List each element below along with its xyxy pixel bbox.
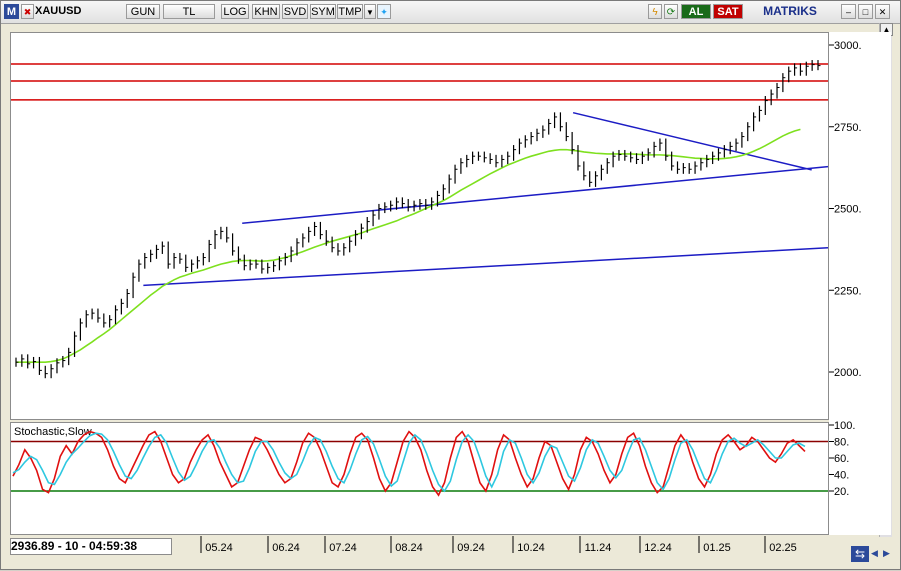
sym-button[interactable]: SYM: [310, 4, 336, 19]
tl-button[interactable]: TL: [163, 4, 215, 19]
trendline: [242, 165, 829, 224]
svd-button[interactable]: SVD: [282, 4, 308, 19]
trendline: [572, 111, 812, 171]
x-axis-label: 12.24: [644, 542, 672, 554]
stoch-axis-label: 20.: [834, 486, 849, 498]
x-axis-label: 09.24: [457, 542, 485, 554]
settings-icon[interactable]: ⇆: [851, 546, 869, 562]
price-axis-label: 2250.: [834, 285, 862, 297]
x-axis-label: 06.24: [272, 542, 300, 554]
x-axis-label: 10.24: [517, 542, 545, 554]
toolbar: M ✖ XAUUSD GUN TL LOG KHN SVD SYM TMP ▼ …: [1, 1, 900, 24]
lightning-icon[interactable]: ϟ: [648, 4, 662, 19]
x-axis-label: 01.25: [703, 542, 731, 554]
close-icon[interactable]: ✖: [21, 4, 34, 19]
x-axis-label: 11.24: [585, 542, 612, 554]
price-readout: 2936.89 - 10 - 04:59:38: [10, 538, 172, 555]
sat-button[interactable]: SAT: [713, 4, 743, 19]
khn-button[interactable]: KHN: [252, 4, 280, 19]
matriks-brand: MATRIKS: [763, 4, 817, 18]
al-button[interactable]: AL: [681, 4, 711, 19]
chevron-down-icon[interactable]: ▼: [364, 4, 376, 19]
twitter-icon[interactable]: ✦: [377, 4, 391, 19]
matriks-m-button[interactable]: M: [4, 4, 19, 19]
x-axis-label: 02.25: [769, 542, 797, 554]
close-window-button[interactable]: ✕: [875, 4, 890, 19]
tmp-button[interactable]: TMP: [337, 4, 363, 19]
price-axis-label: 2000.: [834, 367, 862, 379]
stoch-axis-label: 80.: [834, 437, 849, 449]
price-axis-label: 2500.: [834, 204, 862, 216]
stochastic-k-line: [12, 430, 806, 497]
stoch-axis-label: 60.: [834, 453, 849, 465]
refresh-icon[interactable]: ⟳: [664, 4, 678, 19]
x-axis-label: 08.24: [395, 542, 423, 554]
price-axis: [829, 32, 891, 535]
log-button[interactable]: LOG: [221, 4, 249, 19]
price-axis-label: 3000.: [834, 40, 862, 52]
stochastic-d-line: [12, 432, 806, 493]
symbol-label: XAUUSD: [35, 5, 82, 17]
stoch-axis-label: 40.: [834, 470, 849, 482]
scroll-left-icon[interactable]: ◀: [871, 548, 878, 558]
maximize-button[interactable]: □: [858, 4, 873, 19]
price-plot[interactable]: [10, 32, 829, 420]
gun-button[interactable]: GUN: [126, 4, 160, 19]
trendline: [143, 246, 829, 287]
minimize-button[interactable]: –: [841, 4, 856, 19]
price-axis-label: 2750.: [834, 122, 862, 134]
scroll-right-icon[interactable]: ▶: [883, 548, 890, 558]
x-axis-label: 07.24: [329, 542, 357, 554]
stochastic-title: Stochastic,Slow: [14, 426, 92, 438]
x-axis-label: 05.24: [205, 542, 233, 554]
stoch-axis-label: 100.: [834, 420, 855, 432]
moving-average-line: [16, 128, 801, 363]
